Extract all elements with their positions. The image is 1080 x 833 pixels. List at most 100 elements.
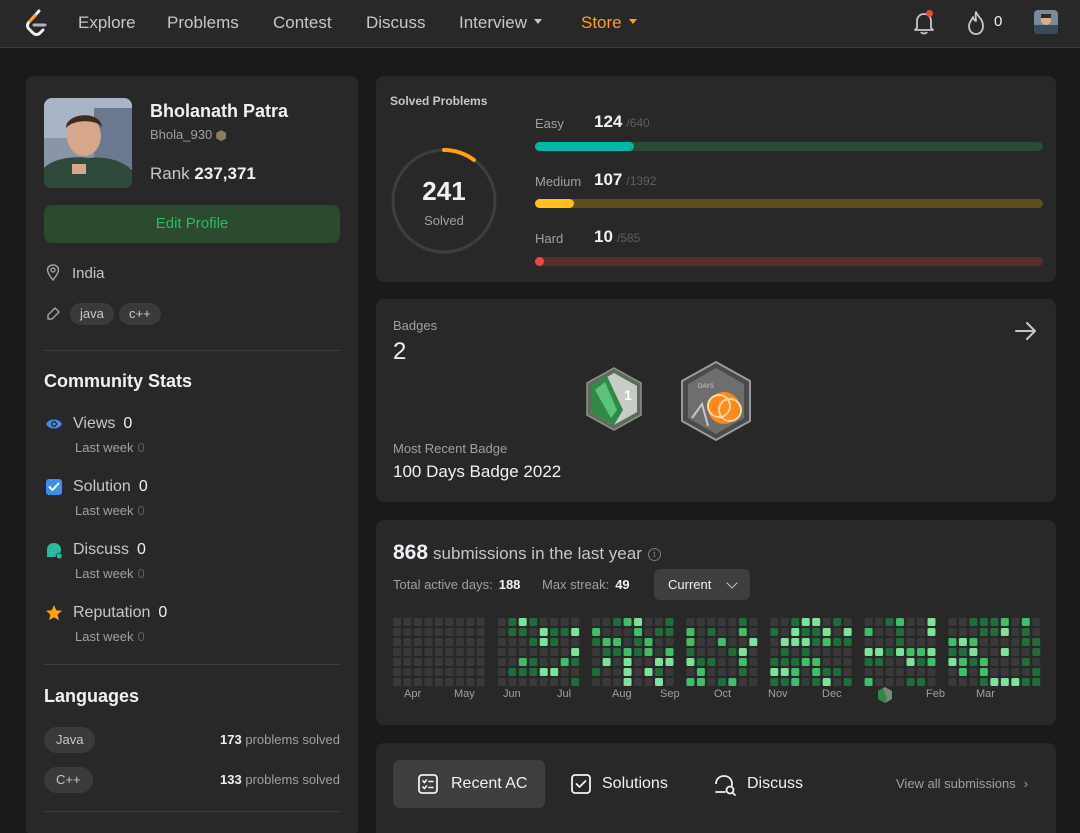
heatmap-cell[interactable] <box>393 648 401 656</box>
heatmap-cell[interactable] <box>990 648 999 656</box>
heatmap-cell[interactable] <box>749 668 758 676</box>
heatmap-cell[interactable] <box>613 678 622 686</box>
heatmap-cell[interactable] <box>655 658 663 666</box>
nav-store[interactable]: Store <box>581 13 637 33</box>
heatmap-cell[interactable] <box>571 628 580 636</box>
heatmap-cell[interactable] <box>1032 678 1041 686</box>
heatmap-cell[interactable] <box>1000 638 1009 646</box>
heatmap-cell[interactable] <box>969 668 978 676</box>
heatmap-cell[interactable] <box>476 658 485 666</box>
heatmap-cell[interactable] <box>791 678 800 686</box>
heatmap-cell[interactable] <box>571 648 580 656</box>
heatmap-cell[interactable] <box>518 618 527 626</box>
heatmap-cell[interactable] <box>728 648 737 656</box>
heatmap-cell[interactable] <box>833 638 842 646</box>
heatmap-cell[interactable] <box>634 618 643 626</box>
heatmap-cell[interactable] <box>770 638 779 646</box>
heatmap-cell[interactable] <box>1000 658 1009 666</box>
heatmap-cell[interactable] <box>424 678 433 686</box>
heatmap-cell[interactable] <box>822 618 831 626</box>
heatmap-cell[interactable] <box>602 668 611 676</box>
heatmap-cell[interactable] <box>780 638 789 646</box>
heatmap-cell[interactable] <box>979 618 988 626</box>
heatmap-cell[interactable] <box>434 618 443 626</box>
heatmap-cell[interactable] <box>529 638 538 646</box>
heatmap-cell[interactable] <box>602 618 611 626</box>
heatmap-cell[interactable] <box>655 618 663 626</box>
heatmap-cell[interactable] <box>906 638 915 646</box>
heatmap-cell[interactable] <box>717 668 726 676</box>
heatmap-cell[interactable] <box>1000 628 1009 636</box>
heatmap-cell[interactable] <box>896 678 905 686</box>
heatmap-cell[interactable] <box>1021 678 1030 686</box>
heatmap-cell[interactable] <box>434 668 443 676</box>
heatmap-cell[interactable] <box>979 638 988 646</box>
heatmap-cell[interactable] <box>455 628 464 636</box>
badge-annual-icon[interactable]: 1 <box>583 366 645 432</box>
heatmap-cell[interactable] <box>686 628 695 636</box>
heatmap-cell[interactable] <box>864 638 873 646</box>
heatmap-cell[interactable] <box>875 678 884 686</box>
heatmap-cell[interactable] <box>896 618 905 626</box>
heatmap-cell[interactable] <box>476 618 485 626</box>
heatmap-cell[interactable] <box>403 618 412 626</box>
heatmap-cell[interactable] <box>738 648 747 656</box>
heatmap-cell[interactable] <box>728 658 737 666</box>
heatmap-cell[interactable] <box>623 668 632 676</box>
heatmap-cell[interactable] <box>707 648 716 656</box>
heatmap-cell[interactable] <box>613 618 622 626</box>
heatmap-cell[interactable] <box>948 628 957 636</box>
heatmap-cell[interactable] <box>550 618 559 626</box>
heatmap-cell[interactable] <box>424 668 433 676</box>
heatmap-cell[interactable] <box>728 668 737 676</box>
heatmap-cell[interactable] <box>476 668 485 676</box>
heatmap-cell[interactable] <box>812 668 821 676</box>
heatmap-cell[interactable] <box>875 668 884 676</box>
heatmap-cell[interactable] <box>550 658 559 666</box>
heatmap-cell[interactable] <box>780 648 789 656</box>
heatmap-cell[interactable] <box>497 658 506 666</box>
heatmap-cell[interactable] <box>602 658 611 666</box>
nav-interview[interactable]: Interview <box>459 13 543 33</box>
heatmap-cell[interactable] <box>1021 628 1030 636</box>
heatmap-cell[interactable] <box>529 628 538 636</box>
heatmap-cell[interactable] <box>476 678 485 686</box>
heatmap-cell[interactable] <box>864 618 873 626</box>
heatmap-cell[interactable] <box>864 628 873 636</box>
heatmap-cell[interactable] <box>466 618 475 626</box>
heatmap-cell[interactable] <box>466 638 475 646</box>
heatmap-cell[interactable] <box>906 628 915 636</box>
heatmap-cell[interactable] <box>780 678 789 686</box>
heatmap-cell[interactable] <box>1021 658 1030 666</box>
heatmap-cell[interactable] <box>539 668 548 676</box>
heatmap-cell[interactable] <box>969 648 978 656</box>
heatmap-cell[interactable] <box>644 668 653 676</box>
heatmap-cell[interactable] <box>791 648 800 656</box>
heatmap-cell[interactable] <box>707 618 716 626</box>
heatmap-cell[interactable] <box>476 628 485 636</box>
heatmap-cell[interactable] <box>634 628 643 636</box>
heatmap-cell[interactable] <box>1011 648 1020 656</box>
heatmap-cell[interactable] <box>1000 618 1009 626</box>
heatmap-cell[interactable] <box>969 678 978 686</box>
heatmap-cell[interactable] <box>550 638 559 646</box>
heatmap-cell[interactable] <box>508 638 517 646</box>
heatmap-cell[interactable] <box>686 638 695 646</box>
heatmap-cell[interactable] <box>518 638 527 646</box>
heatmap-cell[interactable] <box>434 658 443 666</box>
heatmap-cell[interactable] <box>812 678 821 686</box>
heatmap-cell[interactable] <box>717 618 726 626</box>
heatmap-cell[interactable] <box>623 618 632 626</box>
heatmap-cell[interactable] <box>613 628 622 636</box>
heatmap-cell[interactable] <box>1011 668 1020 676</box>
heatmap-cell[interactable] <box>896 658 905 666</box>
heatmap-cell[interactable] <box>1032 638 1041 646</box>
heatmap-cell[interactable] <box>1000 678 1009 686</box>
heatmap-cell[interactable] <box>812 638 821 646</box>
heatmap-cell[interactable] <box>738 628 747 636</box>
heatmap-cell[interactable] <box>864 668 873 676</box>
heatmap-cell[interactable] <box>864 648 873 656</box>
heatmap-cell[interactable] <box>780 668 789 676</box>
heatmap-cell[interactable] <box>696 648 705 656</box>
heatmap-cell[interactable] <box>602 648 611 656</box>
